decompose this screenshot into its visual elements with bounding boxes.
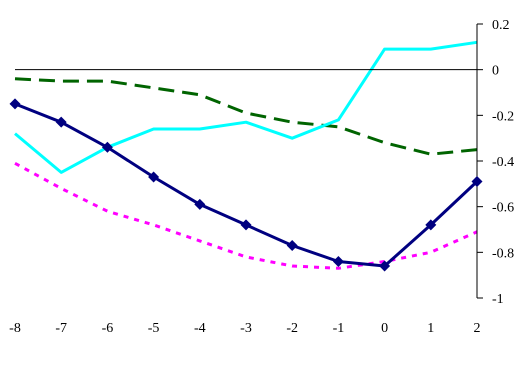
series-1-marker	[471, 176, 483, 188]
x-tick-label: -7	[55, 321, 67, 336]
x-tick-label: -4	[194, 321, 206, 336]
marker-layer	[9, 98, 483, 272]
y-tick-label: -0.2	[492, 109, 514, 124]
x-tick-label: -1	[333, 321, 345, 336]
y-tick-label: -0.8	[492, 246, 514, 261]
y-tick-label: -0.4	[492, 155, 514, 170]
series-1-marker	[9, 98, 21, 110]
y-tick-label: 0.2	[492, 18, 510, 33]
series-line-2	[14, 40, 478, 174]
x-tick-label: 1	[427, 321, 434, 336]
x-axis-tick-labels: -8 -7 -6 -5 -4 -3 -2 -1 0 1 2	[9, 321, 480, 336]
x-tick-label: -3	[240, 321, 252, 336]
x-tick-label: -5	[148, 321, 160, 336]
series-1-marker	[148, 171, 160, 183]
series-layer	[14, 40, 479, 270]
series-1-marker	[240, 219, 252, 231]
y-tick-label: -0.6	[492, 201, 514, 216]
series-1-marker	[332, 255, 344, 267]
x-tick-label: -2	[286, 321, 298, 336]
y-axis	[476, 23, 483, 299]
x-tick-label: -8	[9, 321, 21, 336]
series-line-4	[14, 161, 478, 270]
series-1-marker	[101, 141, 113, 153]
x-tick-label: -6	[102, 321, 114, 336]
y-tick-label: -1	[492, 292, 504, 307]
series-1-marker	[425, 219, 437, 231]
series-line-3	[14, 77, 478, 156]
series-line-1	[14, 102, 479, 268]
x-tick-label: 0	[381, 321, 388, 336]
series-1-marker	[286, 239, 298, 251]
series-1-marker	[379, 260, 391, 272]
series-1-marker	[55, 116, 67, 128]
x-tick-label: 2	[474, 321, 481, 336]
series-1-marker	[194, 198, 206, 210]
y-axis-tick-labels: 0.2 0 -0.2 -0.4 -0.6 -0.8 -1	[492, 18, 514, 307]
y-tick-label: 0	[492, 64, 499, 79]
